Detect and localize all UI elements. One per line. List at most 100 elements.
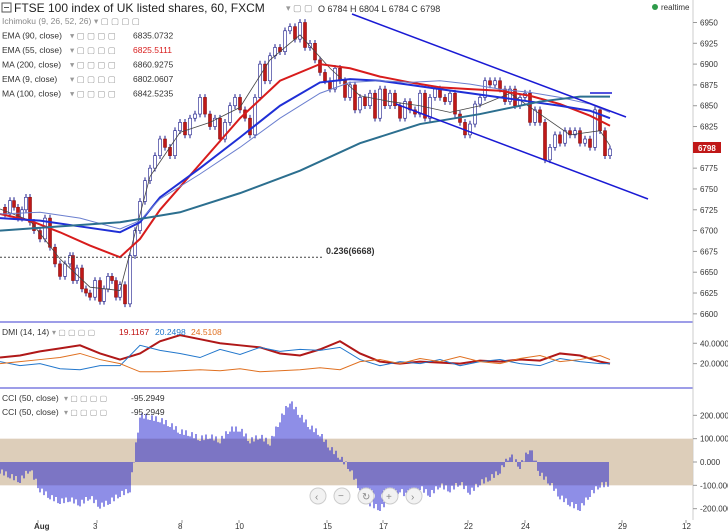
price-candle [253, 97, 257, 136]
dmi-panel [0, 334, 611, 373]
price-candle [203, 97, 207, 115]
price-candle [268, 55, 272, 82]
price-candle [333, 67, 337, 90]
cci-tick-label: -200.000 [700, 505, 728, 514]
indicator-value: 6842.5235 [133, 89, 173, 99]
price-candle [178, 122, 182, 132]
price-candle [75, 267, 79, 281]
indicator-settings-icon[interactable]: ▾ ▢ ▢ ▢ ▢ [70, 45, 116, 55]
price-tick-label: 6925 [700, 39, 718, 48]
price-candle [293, 26, 297, 40]
series-ema-9-close-[interactable] [0, 34, 611, 291]
dmi-axis[interactable]: 20.0000 40.0000 [693, 339, 728, 369]
price-candle [453, 92, 457, 115]
price-candle [288, 26, 292, 32]
price-candle [193, 113, 197, 119]
price-candle [110, 276, 114, 281]
dmi-series-di-[interactable] [0, 352, 611, 373]
reset-icon: ↻ [362, 492, 370, 503]
price-candle [233, 97, 237, 107]
price-candle [323, 72, 327, 82]
price-candle [98, 280, 102, 302]
indicator-label: MA (100, close) [2, 89, 61, 99]
price-candle [388, 92, 392, 107]
indicator-label: Ichimoku (9, 26, 52, 26) [2, 16, 91, 26]
dmi-settings-icon[interactable]: ▾ ▢ ▢ ▢ ▢ [52, 328, 95, 337]
price-candle [218, 117, 222, 140]
time-tick-label: 3 [93, 522, 98, 531]
dmi-value-adx: 19.1167 [119, 327, 149, 337]
price-candle [238, 97, 242, 111]
price-candle [53, 246, 57, 265]
channel-upper-trendline[interactable] [351, 13, 627, 118]
reset-button[interactable] [357, 487, 375, 505]
dmi-tick-label: 20.0000 [700, 360, 728, 369]
chevron-left-icon: ‹ [315, 492, 318, 503]
price-candle [398, 105, 402, 119]
cci-tick-label: 0.000 [700, 458, 721, 467]
price-candle [363, 97, 367, 107]
channel-lower-trendline[interactable] [395, 103, 649, 200]
series-ma-100-close-[interactable] [0, 80, 611, 230]
price-candle [114, 280, 118, 298]
cci-axis[interactable]: -200.000 -100.000 0.000 100.000 200.000 [693, 411, 728, 514]
price-candle [213, 117, 217, 127]
price-candle [303, 22, 307, 48]
price-candle [538, 109, 542, 123]
price-candle [12, 200, 16, 208]
chart-title: FTSE 100 index of UK listed shares, 60, … [14, 1, 265, 15]
indicator-settings-icon[interactable]: ▾ ▢ ▢ ▢ ▢ [70, 74, 116, 84]
price-tick-label: 6900 [700, 60, 718, 69]
price-candle [378, 88, 382, 119]
indicator-settings-icon[interactable]: ▾ ▢ ▢ ▢ ▢ [70, 60, 116, 70]
cci-settings-icon-1[interactable]: ▾ ▢ ▢ ▢ ▢ [64, 394, 107, 403]
fib-level-label: 0.236(6668) [326, 246, 375, 256]
indicator-settings-icon[interactable]: ▾ ▢ ▢ ▢ ▢ [70, 89, 116, 99]
chevron-right-icon: › [411, 492, 414, 503]
price-candle [573, 130, 577, 136]
price-candle [123, 284, 127, 305]
price-candle [373, 92, 377, 119]
price-candle [438, 88, 442, 98]
cci-settings-icon-2[interactable]: ▾ ▢ ▢ ▢ ▢ [64, 408, 107, 417]
price-candle [163, 138, 167, 148]
price-candle [448, 92, 452, 102]
price-candle [88, 292, 92, 298]
series-ema-55-close-[interactable] [0, 63, 611, 259]
price-candle [583, 138, 587, 144]
price-candle [358, 97, 362, 111]
price-candle [603, 130, 607, 156]
price-candle [553, 134, 557, 148]
price-candle [548, 147, 552, 161]
price-candle [48, 217, 52, 248]
price-candle [463, 122, 467, 136]
series-ema-90-close-[interactable] [0, 78, 611, 234]
price-candle [173, 130, 177, 156]
price-candle [403, 101, 407, 119]
zoom-in-button[interactable] [381, 487, 399, 505]
time-tick-label: 8 [178, 522, 183, 531]
price-candle [368, 92, 372, 107]
price-candle [58, 263, 62, 277]
price-candle [543, 122, 547, 161]
price-candle [71, 255, 75, 281]
indicator-settings-icon[interactable]: ▾ ▢ ▢ ▢ ▢ [94, 16, 140, 26]
zoom-out-button[interactable] [333, 487, 351, 505]
cci-value-1: -95.2949 [131, 393, 165, 403]
price-candle [283, 30, 287, 52]
time-axis[interactable]: Aug 3 8 10 15 17 22 24 29 12 [34, 520, 691, 531]
price-candle [348, 84, 352, 98]
title-dropdown-icon[interactable]: ▾ ▢ ▢ [286, 3, 313, 13]
indicator-settings-icon[interactable]: ▾ ▢ ▢ ▢ ▢ [70, 31, 116, 41]
price-candle [308, 42, 312, 48]
scroll-left-button[interactable] [309, 487, 327, 505]
price-candle [93, 280, 97, 298]
minus-icon: − [338, 491, 344, 502]
scroll-right-button[interactable] [405, 487, 423, 505]
cci-label-1: CCI (50, close) [2, 393, 59, 403]
dmi-series-di-[interactable] [0, 344, 610, 371]
plus-icon: + [386, 492, 392, 503]
main-price-panel [0, 19, 612, 308]
series-ma-200-close-[interactable] [0, 95, 610, 232]
price-candle [383, 88, 387, 107]
